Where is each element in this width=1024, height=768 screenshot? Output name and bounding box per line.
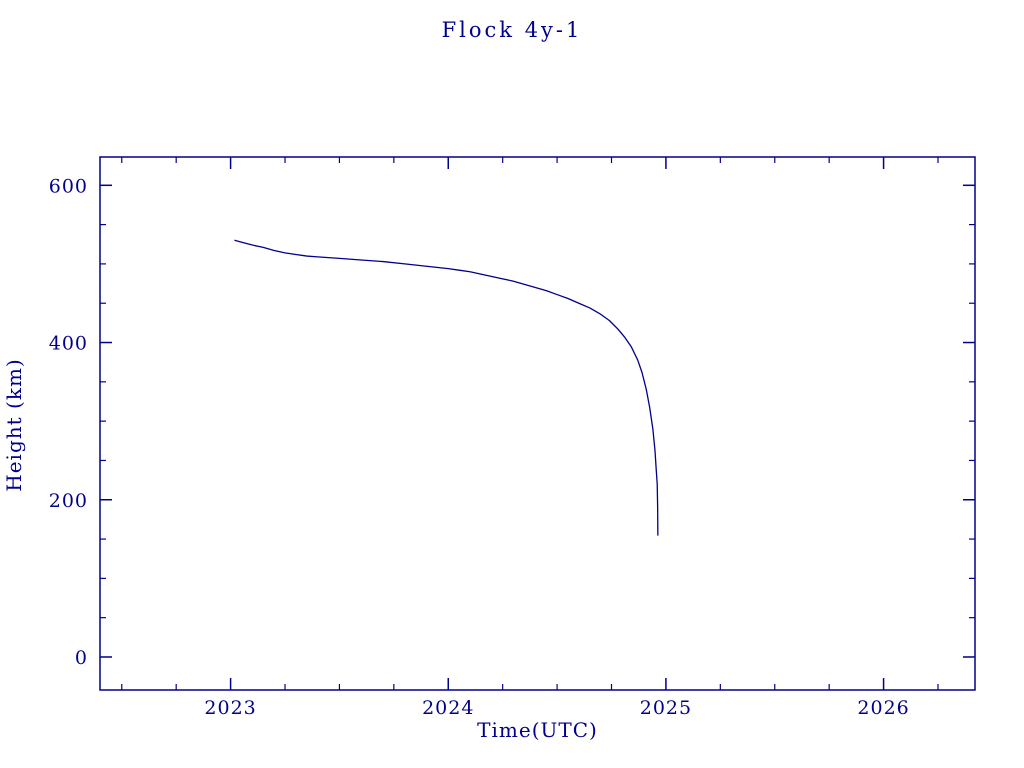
y-tick-label: 0 [75,647,88,669]
x-axis-label: Time(UTC) [477,718,598,742]
y-tick-label: 400 [49,333,88,355]
x-tick-label: 2026 [857,697,909,719]
x-tick-label: 2024 [422,697,474,719]
y-tick-label: 200 [49,490,88,512]
y-tick-label: 600 [49,175,88,197]
plot-frame [99,156,976,691]
chart-title: Flock 4y-1 [441,18,583,42]
decay-curve [234,239,659,536]
x-tick-label: 2025 [640,697,692,719]
x-tick-label: 2023 [204,697,256,719]
y-axis-label: Height (km) [2,358,26,492]
